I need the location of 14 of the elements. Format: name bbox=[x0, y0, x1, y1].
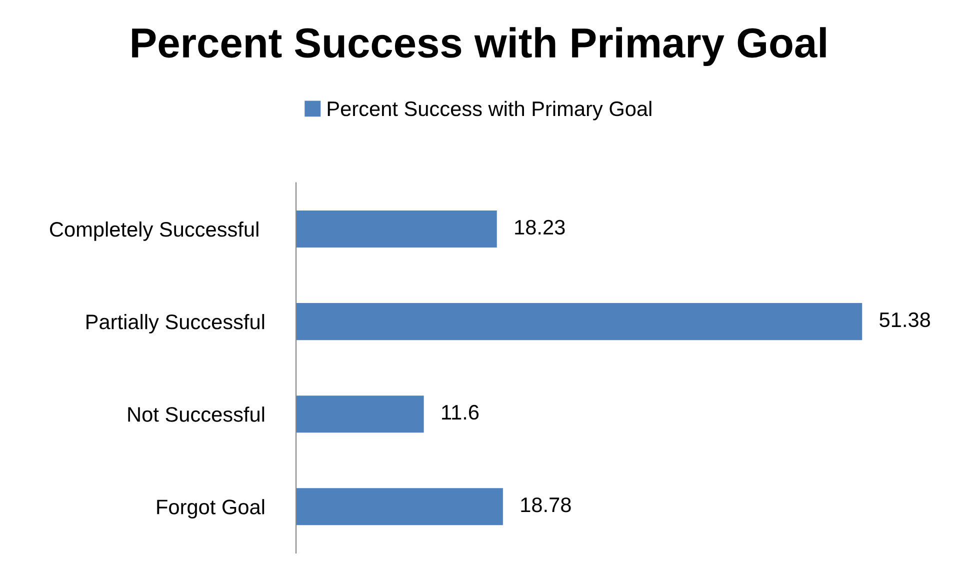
data-label: 18.23 bbox=[515, 220, 565, 235]
y-tick-label: Completely Successful bbox=[50, 221, 258, 241]
legend-label: Percent Success with Primary Goal bbox=[328, 100, 652, 120]
bar bbox=[296, 396, 424, 433]
bar bbox=[296, 210, 497, 248]
bar bbox=[296, 488, 503, 526]
bar bbox=[296, 303, 862, 340]
y-tick-label: Forgot Goal bbox=[157, 499, 264, 519]
data-label: 51.38 bbox=[880, 312, 930, 328]
data-label: 11.6 bbox=[442, 404, 479, 420]
y-tick-label: Partially Successful bbox=[86, 314, 264, 334]
y-tick-label: Not Successful bbox=[128, 406, 264, 422]
data-label: 18.78 bbox=[521, 497, 571, 512]
chart-title: Percent Success with Primary Goal bbox=[132, 27, 826, 66]
